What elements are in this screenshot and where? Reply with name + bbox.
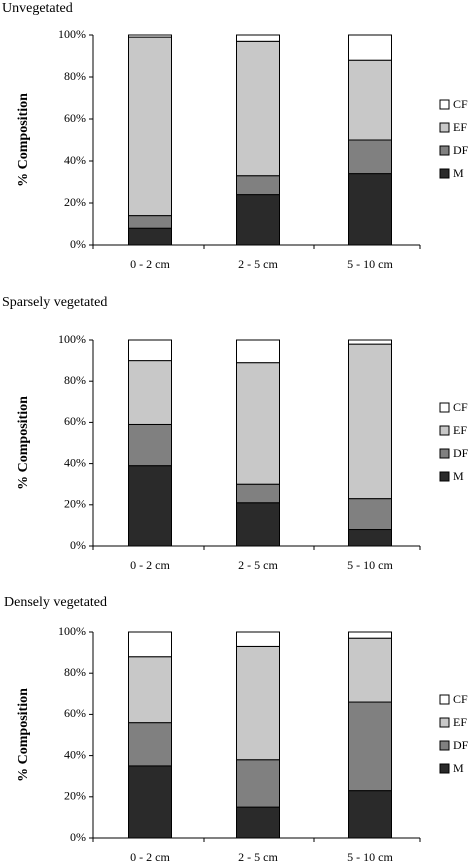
bar-segment-df [128, 215, 172, 229]
y-tick-label: 80% [64, 69, 86, 83]
x-tick-label: 0 - 2 cm [130, 257, 170, 271]
legend-swatch-cf [439, 402, 450, 413]
bar-segment-m [236, 502, 280, 547]
bar-segment-ef [128, 360, 172, 425]
bar-segment-df [236, 175, 280, 196]
x-tick-label: 5 - 10 cm [347, 850, 393, 862]
chart-title: Densely vegetated [4, 595, 107, 610]
bar-segment-cf [128, 34, 172, 38]
y-tick-label: 80% [64, 665, 86, 679]
y-axis-label: % Composition [16, 396, 31, 490]
bar-segment-cf [348, 631, 392, 639]
legend-swatch-cf [439, 99, 450, 110]
legend-label-ef: EF [453, 715, 467, 729]
x-tick-label: 0 - 2 cm [130, 558, 170, 572]
legend-swatch-df [439, 448, 450, 459]
y-tick-label: 100% [58, 332, 86, 346]
legend-label-df: DF [453, 143, 469, 157]
y-tick-label: 80% [64, 373, 86, 387]
bar-segment-m [128, 765, 172, 839]
y-tick-label: 0% [70, 237, 86, 251]
y-tick-label: 40% [64, 153, 86, 167]
y-tick-label: 0% [70, 830, 86, 844]
x-tick-label: 2 - 5 cm [238, 850, 278, 862]
bar-segment-m [348, 173, 392, 246]
chart-title: Sparsely vegetated [2, 295, 107, 310]
legend-swatch-ef [439, 717, 450, 728]
bar-segment-ef [236, 362, 280, 485]
bar-segment-cf [236, 34, 280, 42]
legend-label-m: M [453, 166, 464, 180]
y-tick-label: 100% [58, 624, 86, 638]
bar-segment-df [348, 139, 392, 175]
bar-segment-ef [236, 40, 280, 177]
legend-swatch-df [439, 740, 450, 751]
x-tick-label: 0 - 2 cm [130, 850, 170, 862]
y-tick-label: 40% [64, 455, 86, 469]
y-axis-label: % Composition [16, 688, 31, 782]
bar-segment-cf [128, 631, 172, 658]
bar-segment-m [348, 790, 392, 839]
bar-segment-cf [348, 339, 392, 345]
y-tick-label: 60% [64, 414, 86, 428]
bar-segment-ef [348, 343, 392, 500]
legend-label-cf: CF [453, 97, 468, 111]
legend-swatch-df [439, 145, 450, 156]
legend-label-cf: CF [453, 400, 468, 414]
y-tick-label: 40% [64, 747, 86, 761]
bar-segment-df [236, 759, 280, 808]
bar-segment-m [236, 806, 280, 839]
y-axis-label: % Composition [16, 93, 31, 187]
bar-segment-ef [128, 36, 172, 217]
legend-label-ef: EF [453, 423, 467, 437]
bar-segment-df [128, 722, 172, 767]
bar-segment-df [236, 483, 280, 504]
x-tick-label: 2 - 5 cm [238, 558, 278, 572]
legend-label-m: M [453, 469, 464, 483]
y-tick-label: 60% [64, 706, 86, 720]
bar-segment-m [236, 194, 280, 246]
legend-swatch-ef [439, 425, 450, 436]
y-tick-label: 20% [64, 789, 86, 803]
legend-label-m: M [453, 761, 464, 775]
bar-segment-m [348, 529, 392, 547]
legend-label-ef: EF [453, 120, 467, 134]
x-tick-label: 5 - 10 cm [347, 257, 393, 271]
bar-segment-m [128, 227, 172, 246]
bar-segment-cf [128, 339, 172, 362]
y-tick-label: 100% [58, 27, 86, 41]
legend-swatch-m [439, 168, 450, 179]
legend-swatch-ef [439, 122, 450, 133]
chart-title: Unvegetated [2, 1, 73, 16]
legend-swatch-m [439, 763, 450, 774]
y-tick-label: 20% [64, 195, 86, 209]
x-tick-label: 2 - 5 cm [238, 257, 278, 271]
bar-segment-df [128, 423, 172, 467]
y-tick-label: 0% [70, 538, 86, 552]
bar-segment-cf [348, 34, 392, 61]
y-tick-label: 60% [64, 111, 86, 125]
legend-label-cf: CF [453, 692, 468, 706]
legend-label-df: DF [453, 738, 469, 752]
y-tick-label: 20% [64, 497, 86, 511]
x-tick-label: 5 - 10 cm [347, 558, 393, 572]
bar-segment-ef [128, 656, 172, 724]
legend-label-df: DF [453, 446, 469, 460]
legend-swatch-cf [439, 694, 450, 705]
bar-segment-cf [236, 631, 280, 647]
legend-swatch-m [439, 471, 450, 482]
bar-segment-ef [236, 645, 280, 761]
bar-segment-df [348, 498, 392, 531]
bar-segment-ef [348, 637, 392, 703]
bar-segment-df [348, 701, 392, 792]
bar-segment-cf [236, 339, 280, 364]
bar-segment-m [128, 465, 172, 547]
bar-segment-ef [348, 59, 392, 141]
